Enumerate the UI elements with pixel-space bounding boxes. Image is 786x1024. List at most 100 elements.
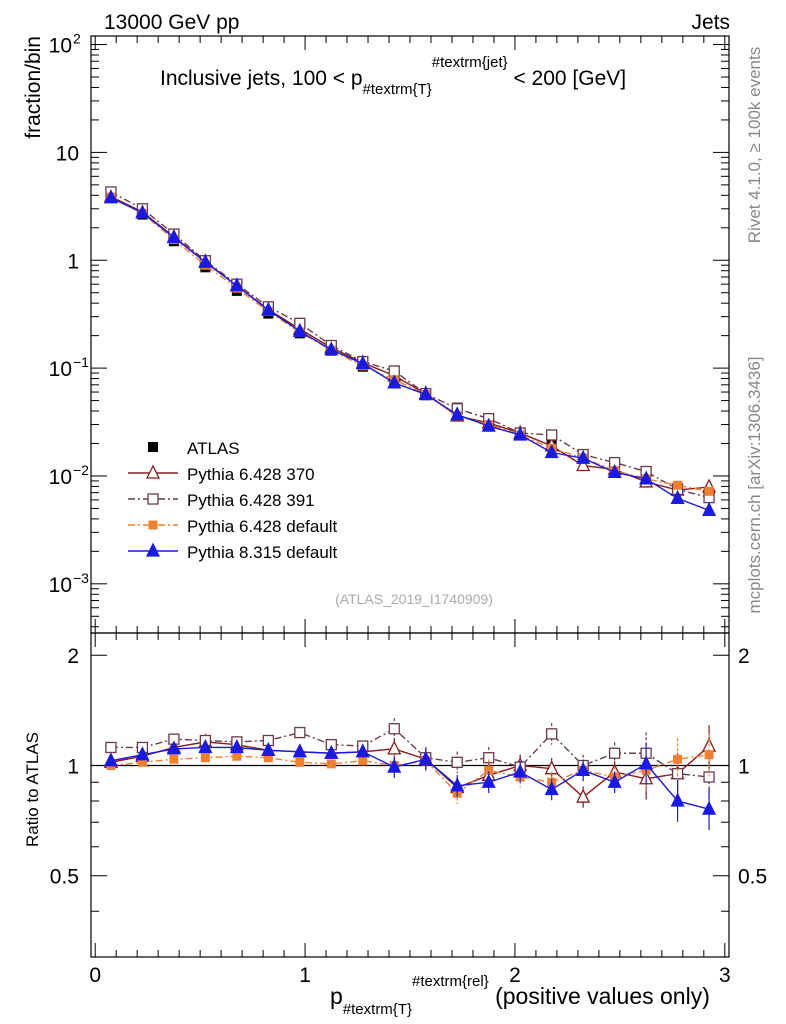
data-point (702, 501, 717, 516)
ratio-point (546, 728, 558, 740)
x-tick-label: 2 (509, 964, 521, 987)
legend-label: Pythia 6.428 391 (187, 491, 315, 510)
legend: ATLAS Pythia 6.428 370 Pythia 6.428 391 Pyt… (128, 439, 338, 562)
ratio-point (703, 771, 715, 783)
ratio-point (451, 756, 463, 768)
y-tick-label: 10 (49, 358, 72, 381)
y-tick-label-exp: −3 (73, 570, 89, 586)
ratio-y-tick-label-right: 0.5 (738, 866, 767, 889)
ratio-point (387, 740, 402, 755)
ratio-point (388, 723, 400, 735)
x-axis-label: p#textrm{T}#textrm{rel} (positive values… (330, 973, 710, 1018)
data-point (673, 480, 683, 490)
ratio-point (576, 788, 591, 803)
y-axis-label: fraction/bin (22, 36, 45, 139)
ratio-point (169, 754, 179, 764)
data-point (418, 385, 433, 401)
ratio-point (294, 726, 306, 739)
ratio-plot-frame (90, 632, 730, 958)
y-tick-label-exp: −1 (73, 354, 89, 370)
ratio-y-axis-label: Ratio to ATLAS (23, 732, 42, 847)
ratio-point (576, 761, 591, 776)
ratio-point (355, 743, 370, 758)
legend-marker (148, 520, 158, 530)
ratio-point (513, 763, 528, 778)
data-point (324, 341, 339, 356)
legend-marker (148, 442, 158, 452)
data-point (387, 374, 402, 389)
data-point (576, 457, 591, 472)
analysis-tag: (ATLAS_2019_I1740909) (335, 591, 493, 607)
ratio-point (481, 773, 496, 788)
legend-label: Pythia 8.315 default (187, 543, 338, 562)
ratio-point (135, 746, 150, 761)
chart-title-tail: < 200 [GeV] (508, 67, 627, 90)
ratio-point (200, 753, 210, 763)
data-point (544, 444, 559, 459)
ratio-point (702, 800, 717, 815)
data-point (166, 228, 181, 244)
data-point (546, 429, 558, 441)
legend-label: ATLAS (187, 439, 240, 458)
ratio-point (103, 752, 118, 767)
y-tick-label-exp: −2 (73, 462, 89, 478)
data-point (513, 426, 528, 441)
data-point (292, 322, 307, 337)
y-tick-label: 1 (67, 250, 79, 273)
x-tick-label: 3 (719, 964, 731, 987)
chart-title: Inclusive jets, 100 < p#textrm{T}#textrm… (160, 54, 626, 98)
ratio-point (418, 750, 433, 765)
ratio-point (105, 741, 117, 754)
legend-label: Pythia 6.428 default (187, 517, 338, 536)
data-point (261, 301, 276, 316)
plot-marks (103, 186, 717, 830)
ratio-point (358, 756, 368, 766)
legend-marker (147, 493, 159, 505)
ratio-point (295, 757, 305, 767)
x-axis-label-main: p (330, 983, 343, 1009)
legend-label: Pythia 6.428 370 (187, 465, 315, 484)
ratio-y-tick-label-right: 1 (738, 755, 750, 778)
x-axis-label-tail: (positive values only) (489, 983, 710, 1009)
x-axis-label-sup: #textrm{rel} (412, 973, 489, 990)
ratio-point (387, 758, 402, 773)
ratio-y-tick-label: 0.5 (50, 866, 79, 889)
ratio-point (232, 751, 242, 761)
ratio-point (673, 754, 683, 764)
ratio-y-tick-label: 2 (67, 645, 79, 668)
ratio-point (670, 792, 685, 807)
data-point (355, 355, 370, 370)
chart-title-sub: #textrm{T} (363, 81, 432, 98)
ratio-point (261, 741, 276, 756)
data-point (229, 277, 244, 292)
x-tick-label: 0 (89, 964, 101, 987)
ratio-point (639, 755, 654, 770)
data-point (135, 204, 150, 219)
ratio-point (198, 739, 213, 754)
y-tick-label: 10 (49, 574, 72, 597)
ratio-point (450, 777, 465, 792)
y-tick-label: 10 (49, 35, 72, 58)
rivet-label: Rivet 4.1.0, ≥ 100k events (745, 47, 764, 243)
chart-title-sup: #textrm{jet} (432, 54, 508, 71)
x-axis-label-sub: #textrm{T} (343, 1001, 412, 1018)
data-point (704, 486, 714, 496)
ratio-point (608, 747, 621, 759)
chart-title-main: Inclusive jets, 100 < p (160, 67, 363, 90)
data-point (639, 470, 654, 485)
ratio-series-4 (103, 739, 717, 830)
series-line-main (110, 196, 710, 493)
data-point (450, 406, 465, 421)
y-tick-label: 10 (56, 142, 79, 165)
series-line-ratio (110, 746, 710, 810)
data-point (103, 189, 118, 204)
legend-marker (145, 542, 161, 557)
series-4 (103, 189, 717, 516)
ratio-y-tick-label: 1 (67, 755, 79, 778)
header-right-label: Jets (691, 11, 730, 34)
ratio-point (483, 752, 495, 764)
header-left-label: 13000 GeV pp (104, 11, 239, 34)
ratio-point (229, 739, 244, 754)
